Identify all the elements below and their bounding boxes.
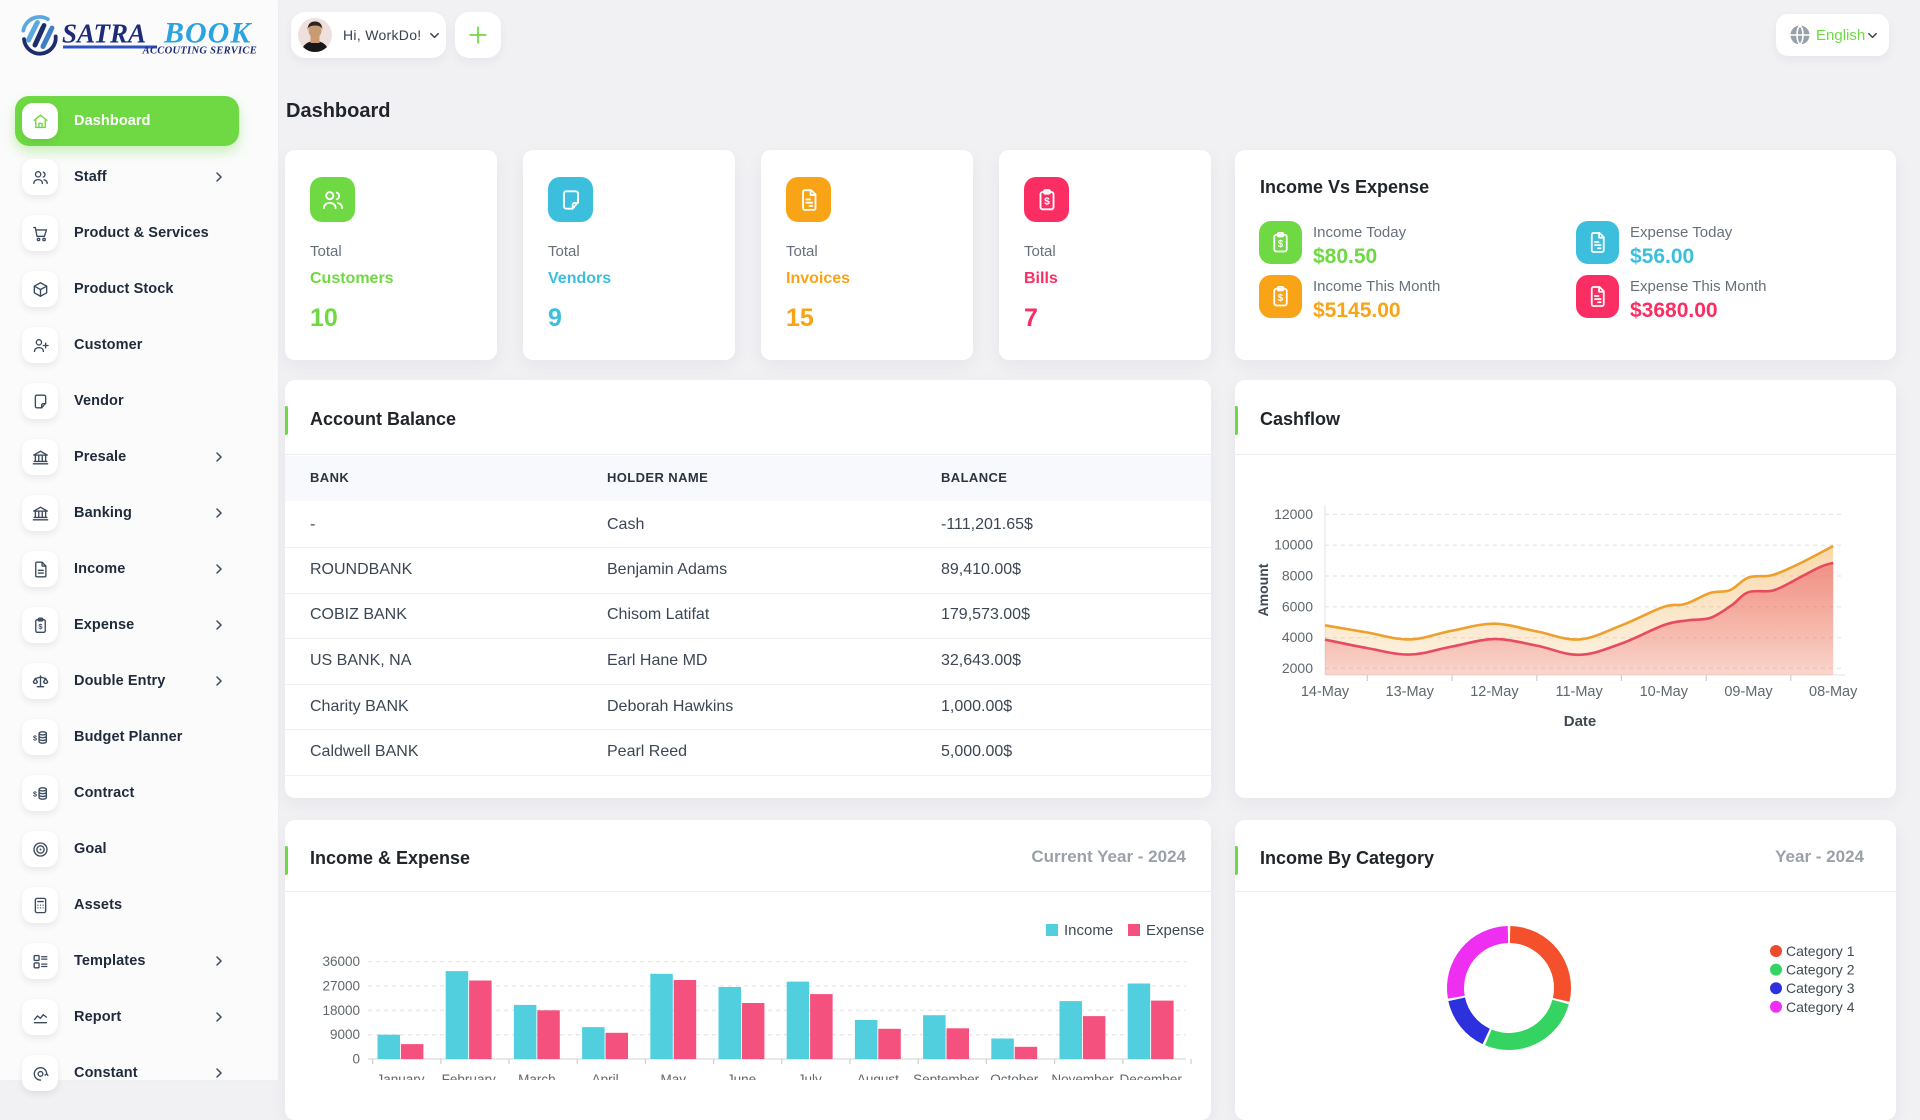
svg-text:November: November xyxy=(1051,1072,1114,1080)
svg-text:December: December xyxy=(1120,1072,1183,1080)
svg-text:6000: 6000 xyxy=(1282,598,1313,614)
svg-text:9000: 9000 xyxy=(330,1027,360,1042)
svg-text:April: April xyxy=(592,1072,619,1080)
svg-text:14-May: 14-May xyxy=(1301,684,1350,700)
svg-text:27000: 27000 xyxy=(322,979,360,994)
svg-text:$: $ xyxy=(1044,196,1050,207)
svg-text:BOOK: BOOK xyxy=(163,17,252,50)
svg-text:$: $ xyxy=(1278,239,1284,250)
svg-text:$: $ xyxy=(32,734,36,742)
svg-text:$: $ xyxy=(1278,293,1284,304)
svg-text:36000: 36000 xyxy=(322,954,360,969)
svg-text:Category 2: Category 2 xyxy=(1786,962,1855,978)
svg-text:August: August xyxy=(857,1072,899,1080)
svg-text:March: March xyxy=(518,1072,556,1080)
svg-text:13-May: 13-May xyxy=(1386,684,1435,700)
svg-text:12-May: 12-May xyxy=(1470,684,1519,700)
svg-text:Category 3: Category 3 xyxy=(1786,980,1855,996)
svg-text:October: October xyxy=(990,1072,1039,1080)
svg-text:11-May: 11-May xyxy=(1555,684,1603,700)
svg-text:September: September xyxy=(913,1072,980,1080)
svg-text:12000: 12000 xyxy=(1274,506,1313,522)
svg-text:Income: Income xyxy=(1064,922,1113,939)
svg-text:10000: 10000 xyxy=(1274,537,1313,553)
svg-text:Date: Date xyxy=(1564,713,1597,730)
svg-text:Amount: Amount xyxy=(1255,563,1271,616)
svg-text:4000: 4000 xyxy=(1282,629,1313,645)
svg-text:2000: 2000 xyxy=(1282,660,1313,676)
svg-text:8000: 8000 xyxy=(1282,568,1313,584)
svg-text:ACCOUTING SERVICE: ACCOUTING SERVICE xyxy=(142,46,257,57)
svg-text:June: June xyxy=(727,1072,756,1080)
svg-text:Expense: Expense xyxy=(1146,922,1204,939)
svg-text:February: February xyxy=(442,1072,496,1080)
svg-text:Category 4: Category 4 xyxy=(1786,999,1855,1015)
svg-text:0: 0 xyxy=(352,1052,360,1067)
svg-text:18000: 18000 xyxy=(322,1003,360,1018)
svg-text:10-May: 10-May xyxy=(1640,684,1689,700)
svg-text:09-May: 09-May xyxy=(1724,684,1773,700)
svg-text:July: July xyxy=(798,1072,822,1080)
svg-text:May: May xyxy=(661,1072,687,1080)
svg-text:$: $ xyxy=(32,790,36,798)
svg-text:08-May: 08-May xyxy=(1809,684,1858,700)
svg-text:January: January xyxy=(376,1072,424,1080)
svg-text:$: $ xyxy=(38,621,43,630)
svg-text:SATRA: SATRA xyxy=(62,19,146,49)
svg-text:Category 1: Category 1 xyxy=(1786,943,1855,959)
